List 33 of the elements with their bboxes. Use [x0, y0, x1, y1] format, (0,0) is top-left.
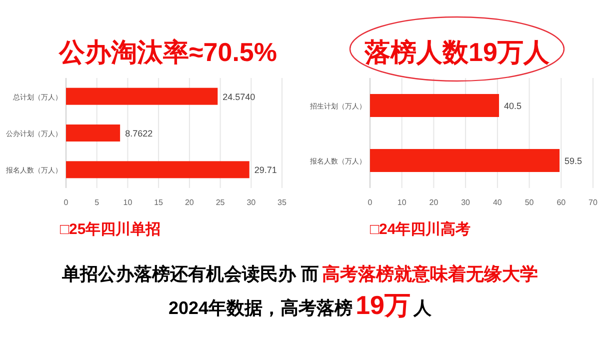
x-tick-label: 0	[368, 198, 373, 207]
x-tick-label: 30	[246, 198, 256, 207]
chart-title: 公办淘汰率≈70.5%	[58, 37, 277, 67]
text: □25年四川单招	[60, 221, 161, 238]
x-tick-label: 10	[397, 198, 407, 207]
x-tick-label: 10	[123, 198, 133, 207]
x-tick-label: 30	[461, 198, 471, 207]
data-label: 59.5	[564, 156, 582, 166]
x-tick-label: 20	[429, 198, 439, 207]
data-label: 29.71	[254, 165, 277, 176]
data-label: 8.7622	[125, 128, 153, 138]
text: 2024年数据，高考落榜	[168, 298, 353, 318]
x-tick-label: 35	[278, 198, 287, 207]
text: □24年四川高考	[370, 220, 471, 238]
x-tick-label: 50	[524, 198, 534, 207]
x-tick-label: 0	[64, 198, 69, 207]
text: 人	[412, 298, 432, 318]
text: 19万	[356, 290, 410, 320]
x-tick-label: 40	[492, 198, 502, 207]
text: 单招公办落榜还有机会读民办 而	[60, 264, 320, 284]
x-tick-label: 15	[154, 198, 164, 207]
data-label: 24.5740	[222, 92, 256, 102]
x-tick-label: 25	[216, 198, 226, 207]
data-label: 40.5	[504, 101, 522, 111]
bar	[66, 124, 120, 142]
bar	[66, 88, 218, 105]
chart-title: 落榜人数19万人	[364, 37, 550, 67]
x-tick-label: 60	[556, 198, 566, 207]
x-tick-label: 5	[94, 198, 100, 207]
x-tick-label: 20	[184, 198, 194, 207]
bar	[66, 161, 250, 178]
x-tick-label: 70	[588, 198, 598, 207]
text: 高考落榜就意味着无缘大学	[322, 264, 538, 284]
